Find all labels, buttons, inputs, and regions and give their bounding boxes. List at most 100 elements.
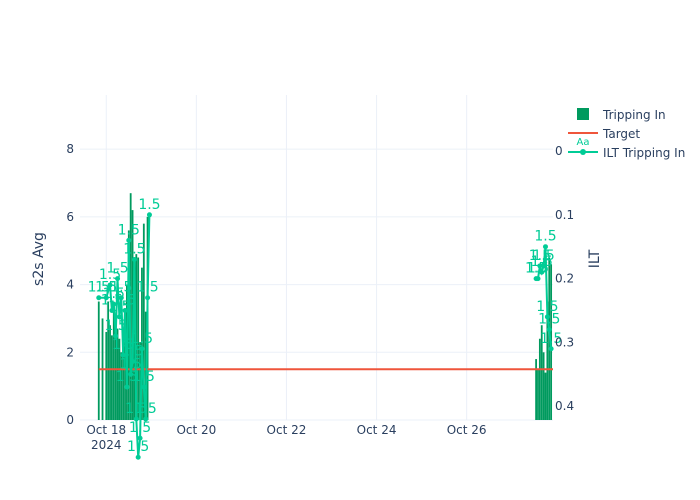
ilt-point: [124, 384, 130, 390]
ilt-data-label: 1.5: [529, 248, 551, 264]
ilt-point: [126, 237, 132, 243]
y-left-tick-label: 6: [66, 210, 74, 224]
y-left-tick-label: 2: [66, 345, 74, 359]
legend-label: Target: [602, 127, 640, 141]
ilt-data-label: 1.5: [136, 280, 158, 296]
data-labels-layer: 1.51.51.51.51.51.51.51.51.51.51.51.51.51…: [88, 197, 563, 455]
y-axis-left-title: s2s Avg: [31, 232, 47, 286]
x-tick-sublabel: 2024: [91, 438, 122, 452]
bar: [120, 352, 123, 420]
ilt-point: [541, 263, 547, 269]
bar: [112, 311, 115, 420]
bar: [109, 325, 111, 420]
ilt-point: [115, 276, 121, 282]
y-right-tick-label: 0.2: [555, 272, 574, 286]
bar: [141, 267, 143, 420]
ilt-data-label: 1.5: [106, 261, 128, 277]
bar: [542, 352, 545, 420]
ilt-data-label: 1.5: [532, 248, 554, 264]
legend-marker-icon: [580, 149, 586, 155]
ilt-data-label: 1.5: [103, 286, 125, 302]
ilt-data-label: 1.5: [123, 241, 145, 257]
bar: [118, 338, 121, 420]
ilt-point: [113, 333, 119, 339]
y-left-tick-label: 4: [66, 278, 74, 292]
ilt-point: [146, 212, 152, 218]
legend-annotation: Aa: [577, 137, 590, 148]
ilt-point: [143, 416, 149, 422]
ilt-data-label: 1.5: [531, 254, 553, 270]
ilt-point: [107, 282, 113, 288]
ilt-point: [118, 295, 124, 301]
ilt-data-label: 1.5: [525, 261, 547, 277]
legend[interactable]: Tripping In Target Aa ILT Tripping In: [568, 108, 685, 160]
bar: [107, 301, 110, 420]
ilt-point: [139, 346, 145, 352]
bar: [122, 335, 125, 420]
ilt-data-label: 1.5: [536, 299, 558, 315]
legend-item-tripping-in[interactable]: Tripping In: [577, 108, 666, 122]
ilt-data-label: 1.5: [99, 267, 121, 283]
bar: [142, 223, 145, 420]
ilt-data-label: 1.5: [125, 401, 147, 417]
bar: [97, 301, 100, 420]
ilt-point: [546, 327, 552, 333]
legend-item-target[interactable]: Target: [568, 127, 640, 141]
bar: [540, 325, 543, 420]
ilt-data-label: 1.5: [127, 439, 149, 455]
x-tick-label: Oct 18: [86, 423, 126, 437]
ilt-point: [103, 295, 109, 301]
ilt-layer: [96, 212, 554, 460]
ilt-data-label: 1.5: [95, 280, 117, 296]
y-axis-right-title: ILT: [587, 249, 603, 268]
ilt-data-label: 1.5: [112, 337, 134, 353]
legend-square-icon: [577, 108, 589, 120]
ilt-data-label: 1.5: [114, 293, 136, 309]
ilt-data-label: 1.5: [110, 280, 132, 296]
bar: [105, 331, 108, 420]
ilt-data-label: 1.5: [108, 299, 130, 315]
ilt-point: [96, 295, 102, 301]
legend-item-ilt-tripping-in[interactable]: Aa ILT Tripping In: [568, 137, 685, 160]
ilt-point: [128, 371, 134, 377]
ilt-data-label: 1.5: [534, 229, 556, 245]
ilt-data-label: 1.5: [138, 197, 160, 213]
y-right-tick-label: 0.3: [555, 335, 574, 349]
grid-layer: [80, 95, 553, 421]
bar: [535, 359, 538, 420]
legend-label: Tripping In: [602, 108, 666, 122]
bar: [124, 342, 126, 420]
ilt-data-label: 1.5: [131, 331, 153, 347]
left-y-axis: 0 2 4 6 8: [66, 142, 74, 427]
ilt-point: [130, 359, 136, 365]
x-tick-label: Oct 26: [447, 423, 487, 437]
bar: [137, 257, 140, 420]
ilt-point: [133, 416, 139, 422]
bar: [139, 342, 141, 420]
bar: [111, 335, 113, 420]
ilt-point: [109, 308, 115, 313]
y-right-tick-label: 0.1: [555, 208, 574, 222]
bar: [538, 338, 541, 420]
ilt-data-label: 1.5: [135, 401, 157, 417]
ilt-data-label: 1.5: [121, 344, 143, 360]
ilt-data-label: 1.5: [88, 280, 110, 296]
ilt-data-label: 1.5: [538, 312, 560, 328]
ilt-point: [141, 384, 147, 390]
bar: [537, 369, 539, 420]
ilt-data-label: 1.5: [120, 356, 142, 372]
ilt-point: [537, 263, 543, 269]
ilt-point: [116, 314, 122, 320]
right-y-axis: 0 0.1 0.2 0.3 0.4: [555, 144, 574, 413]
y-right-tick-label: 0.4: [555, 399, 574, 413]
ilt-data-label: 1.5: [118, 222, 140, 238]
legend-label: ILT Tripping In: [603, 146, 685, 160]
ilt-point: [111, 301, 117, 307]
ilt-point: [131, 256, 137, 262]
ilt-point: [535, 276, 541, 282]
ilt-point: [137, 435, 143, 441]
ilt-data-label: 1.5: [133, 369, 155, 385]
ilt-point: [120, 352, 126, 358]
y-left-tick-label: 8: [66, 142, 74, 156]
